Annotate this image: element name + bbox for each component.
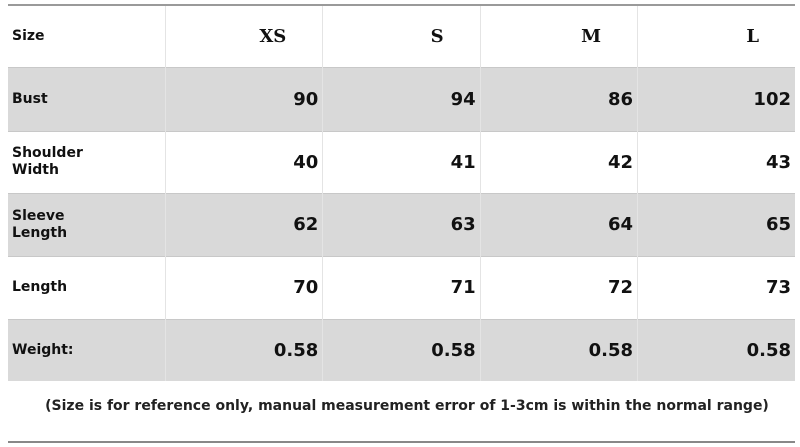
size-header: M <box>479 4 638 67</box>
cell-text: 43 <box>765 151 791 173</box>
cell-text: Bust <box>12 90 48 107</box>
cell-text: 42 <box>608 151 634 173</box>
row-label: Size <box>8 4 166 67</box>
cell-text: 41 <box>450 151 476 173</box>
cell-text: 0.58 <box>431 339 476 361</box>
cell-text: 62 <box>293 214 319 235</box>
row-label: Weight: <box>8 318 166 381</box>
row-label: Shoulder Width <box>8 130 166 193</box>
cell: 90 <box>164 66 323 131</box>
table-row: Weight: 0.58 0.58 0.58 0.58 <box>8 318 795 381</box>
cell-text: 102 <box>753 88 791 110</box>
cell-text: 94 <box>450 88 476 110</box>
cell: 62 <box>164 192 323 256</box>
row-label: Length <box>8 255 166 319</box>
size-header: XS <box>164 4 323 67</box>
cell-text: S <box>430 25 444 47</box>
cell: 0.58 <box>322 318 481 381</box>
cell-text: 86 <box>608 88 634 110</box>
cell-text: Weight: <box>12 341 74 358</box>
cell-text: 73 <box>765 277 791 298</box>
cell: 0.58 <box>637 318 795 381</box>
cell-text: 70 <box>293 277 319 298</box>
table-row: Shoulder Width 40 41 42 43 <box>8 130 795 193</box>
cell-text: 64 <box>608 214 634 235</box>
cell-text: 65 <box>765 214 791 235</box>
cell-text: 40 <box>293 151 319 173</box>
cell-text: M <box>581 25 602 47</box>
table-row: Length 70 71 72 73 <box>8 255 795 319</box>
cell: 0.58 <box>164 318 323 381</box>
cell: 102 <box>637 66 795 131</box>
cell: 41 <box>322 130 481 193</box>
size-header: S <box>322 4 481 67</box>
cell: 43 <box>637 130 795 193</box>
cell-text: 90 <box>293 88 319 110</box>
cell-text: Sleeve Length <box>12 207 68 241</box>
divider <box>8 441 795 443</box>
cell: 72 <box>479 255 638 319</box>
table-row: Bust 90 94 86 102 <box>8 66 795 131</box>
cell-text: 71 <box>450 277 476 298</box>
cell-text: L <box>746 25 759 47</box>
note: (Size is for reference only, manual meas… <box>45 398 769 414</box>
cell-text: XS <box>259 25 287 47</box>
cell-text: 0.58 <box>273 339 319 361</box>
cell: 65 <box>637 192 795 256</box>
cell: 71 <box>322 255 481 319</box>
cell-text: 72 <box>608 277 634 298</box>
cell: 94 <box>322 66 481 131</box>
cell-text: 0.58 <box>746 339 791 361</box>
cell: 86 <box>479 66 638 131</box>
table-row: Sleeve Length 62 63 64 65 <box>8 192 795 256</box>
header-row: Size XS S M L <box>8 4 795 67</box>
size-header: L <box>637 4 795 67</box>
cell: 64 <box>479 192 638 256</box>
size-table: Size XS S M L Bust 90 94 86 102 Shoulder Width 40 41… <box>8 4 795 381</box>
cell: 63 <box>322 192 481 256</box>
cell: 0.58 <box>479 318 638 381</box>
cell-text: Shoulder Width <box>12 145 83 178</box>
cell: 42 <box>479 130 638 193</box>
row-label: Sleeve Length <box>8 192 166 256</box>
cell-text: 63 <box>450 214 476 235</box>
cell-text: Length <box>12 279 68 295</box>
cell-text: 0.58 <box>588 339 634 361</box>
cell-text: Size <box>12 27 45 44</box>
cell: 40 <box>164 130 323 193</box>
row-label: Bust <box>8 66 166 131</box>
cell: 73 <box>637 255 795 319</box>
cell: 70 <box>164 255 323 319</box>
